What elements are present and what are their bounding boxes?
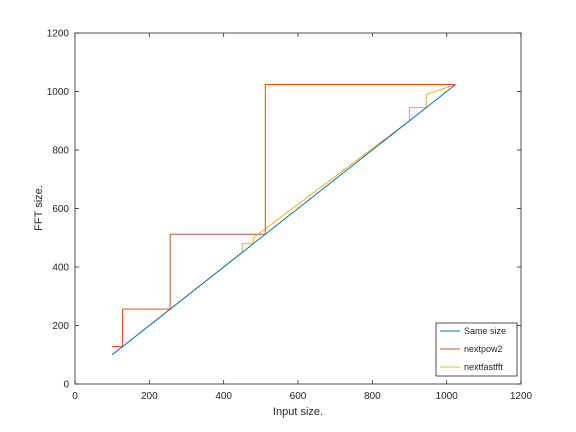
y-axis-label: FFT size. — [33, 185, 45, 231]
x-axis: 0 200 400 600 800 1000 1200 — [72, 33, 533, 402]
legend-label: nextpow2 — [464, 344, 503, 354]
x-tick-label: 800 — [364, 391, 381, 402]
legend-label: Same size — [464, 326, 506, 336]
x-tick-label: 600 — [290, 391, 307, 402]
y-tick-label: 800 — [52, 146, 69, 157]
series-line-nextpow2 — [112, 83, 456, 348]
x-tick-label: 0 — [72, 391, 78, 402]
x-tick-label: 1200 — [510, 391, 533, 402]
y-tick-label: 600 — [52, 204, 69, 215]
y-tick-label: 1000 — [47, 87, 70, 98]
series-line-same-size — [111, 84, 456, 356]
series-line-nextfastfft — [111, 84, 456, 356]
legend-label: nextfastfft — [464, 362, 503, 372]
x-tick-label: 200 — [141, 391, 158, 402]
x-tick-label: 1000 — [436, 391, 459, 402]
y-tick-label: 200 — [52, 321, 69, 332]
y-tick-label: 1200 — [47, 29, 70, 40]
x-axis-label: Input size. — [273, 406, 323, 418]
series-layer — [111, 83, 456, 356]
y-axis: 0 200 400 600 800 1000 1200 — [47, 29, 521, 391]
x-tick-label: 400 — [215, 391, 232, 402]
y-tick-label: 0 — [63, 380, 69, 391]
legend: Same size nextpow2 nextfastfft — [435, 322, 518, 377]
y-tick-label: 400 — [52, 263, 69, 274]
